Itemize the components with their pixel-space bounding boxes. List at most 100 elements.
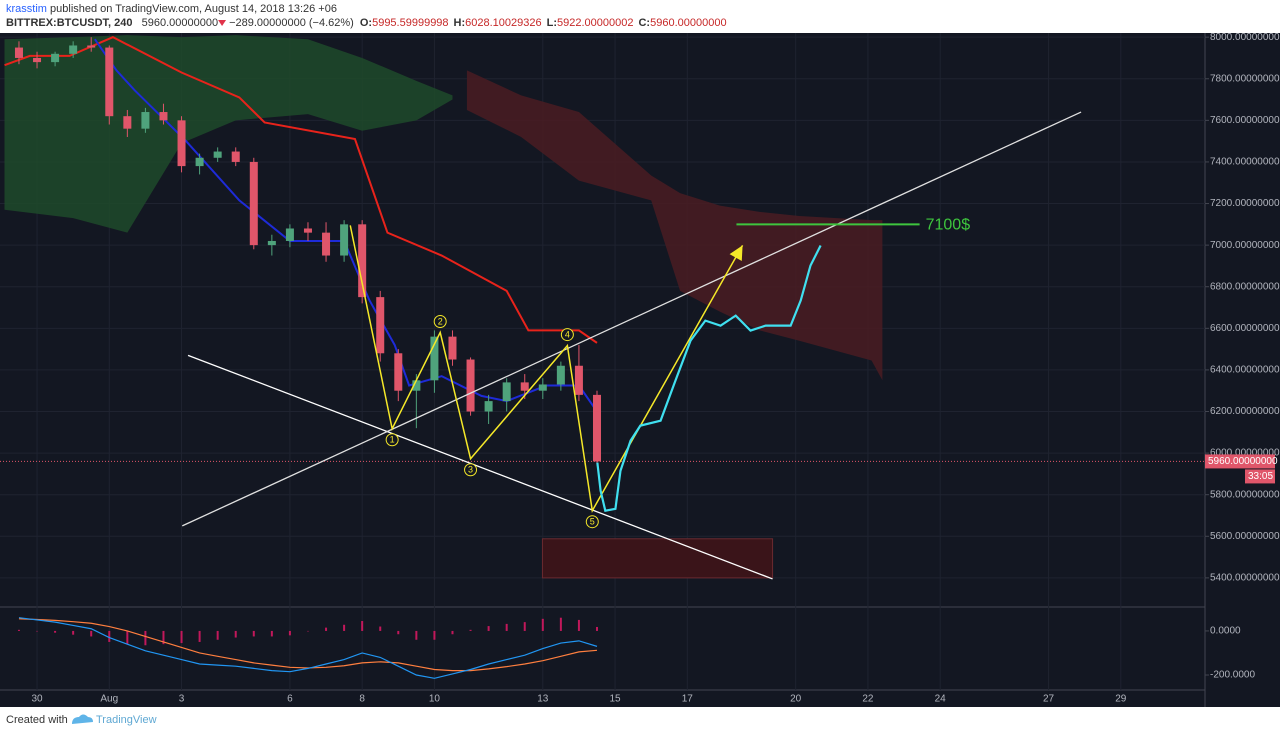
macd-histogram bbox=[379, 626, 382, 631]
macd-histogram bbox=[343, 624, 346, 631]
ohlc-value: 5922.00000002 bbox=[557, 17, 633, 29]
candle-body bbox=[177, 120, 186, 167]
macd-histogram bbox=[144, 630, 147, 646]
candle-body bbox=[69, 45, 78, 54]
candle-body bbox=[394, 353, 403, 391]
y-tick-label: 7600.00000000 bbox=[1210, 115, 1280, 126]
macd-histogram bbox=[523, 622, 526, 631]
wave-label: 5 bbox=[590, 517, 595, 527]
wave-marker bbox=[560, 328, 574, 342]
x-tick-label: 17 bbox=[682, 694, 694, 705]
footer-text: Created with bbox=[6, 714, 68, 726]
macd-histogram bbox=[54, 630, 57, 633]
candle-body bbox=[358, 224, 367, 298]
published: published on TradingView.com, August 14,… bbox=[50, 3, 337, 15]
macd-histogram bbox=[505, 623, 508, 631]
x-tick-label: 8 bbox=[359, 694, 365, 705]
wave-marker bbox=[464, 463, 478, 477]
y-tick-label: 6200.00000000 bbox=[1210, 406, 1280, 417]
header-line-2: BITTREX:BTCUSDT, 240 5960.00000000 bbox=[6, 17, 218, 29]
macd-histogram bbox=[72, 630, 75, 635]
footer-brand[interactable]: TradingView bbox=[96, 714, 157, 726]
x-tick-label: 29 bbox=[1115, 694, 1127, 705]
macd-histogram bbox=[487, 626, 490, 631]
ohlc: O:5995.59999998 H:6028.10029326 L:5922.000… bbox=[360, 17, 727, 29]
candle-body bbox=[448, 336, 457, 360]
wave-marker bbox=[433, 314, 447, 328]
wave-label: 4 bbox=[565, 329, 570, 339]
last: 5960.00000000 bbox=[142, 17, 218, 29]
candle-body bbox=[520, 382, 529, 391]
macd-histogram bbox=[451, 630, 454, 635]
macd-histogram bbox=[577, 619, 580, 631]
ohlc-value: 5995.59999998 bbox=[372, 17, 448, 29]
candle-body bbox=[87, 45, 96, 48]
trendline bbox=[181, 111, 1082, 527]
y-tick-label: 6000.00000000 bbox=[1210, 448, 1280, 459]
ohlc-label: L: bbox=[547, 17, 557, 29]
macd-tick-label: -200.0000 bbox=[1210, 670, 1255, 681]
macd-histogram bbox=[180, 630, 183, 644]
y-tick-label: 5400.00000000 bbox=[1210, 573, 1280, 584]
x-tick-label: 27 bbox=[1043, 694, 1055, 705]
y-tick-label: 6400.00000000 bbox=[1210, 365, 1280, 376]
y-tick-label: 8000.00000000 bbox=[1210, 32, 1280, 43]
macd-histogram bbox=[361, 621, 364, 631]
ohlc-value: 6028.10029326 bbox=[465, 17, 541, 29]
macd-histogram bbox=[559, 617, 562, 631]
x-tick-label: 30 bbox=[31, 694, 43, 705]
ohlc-value: 5960.00000000 bbox=[650, 17, 726, 29]
wave-label: 1 bbox=[390, 435, 395, 445]
wave-marker bbox=[385, 433, 399, 447]
x-tick-label: Aug bbox=[100, 694, 118, 705]
macd-histogram bbox=[234, 630, 237, 638]
candle-body bbox=[340, 224, 349, 256]
candle-body bbox=[123, 116, 132, 129]
change: −289.00000000 (−4.62%) bbox=[229, 17, 354, 29]
macd-histogram bbox=[108, 630, 111, 642]
macd-histogram bbox=[252, 630, 255, 637]
y-tick-label: 7800.00000000 bbox=[1210, 73, 1280, 84]
x-tick-label: 6 bbox=[287, 694, 293, 705]
macd-histogram bbox=[162, 630, 165, 645]
plot: 30 Aug 3 6 8 10 13 15 17 20 22 24 27 295400.000000005… bbox=[0, 32, 1280, 705]
author[interactable]: krasstim bbox=[6, 3, 47, 15]
macd-histogram bbox=[90, 630, 93, 637]
candle-body bbox=[213, 151, 222, 158]
candle-body bbox=[51, 53, 60, 63]
wave-label: 3 bbox=[468, 465, 473, 475]
x-tick-label: 22 bbox=[862, 694, 874, 705]
macd-line bbox=[18, 617, 598, 679]
ohlc-label: O: bbox=[360, 17, 372, 29]
candle-body bbox=[14, 47, 23, 58]
candle-body bbox=[303, 228, 312, 233]
arrow-head bbox=[729, 245, 743, 261]
cloud bbox=[4, 35, 453, 233]
candle-body bbox=[592, 394, 601, 462]
macd-histogram bbox=[216, 630, 219, 640]
y-tick-label: 7200.00000000 bbox=[1210, 198, 1280, 209]
y-tick-label: 6800.00000000 bbox=[1210, 281, 1280, 292]
x-tick-label: 24 bbox=[935, 694, 947, 705]
candle-body bbox=[556, 365, 565, 385]
candle-body bbox=[376, 297, 385, 354]
symbol: BITTREX:BTCUSDT, 240 bbox=[6, 17, 133, 29]
candle-body bbox=[502, 382, 511, 402]
trendline bbox=[187, 354, 773, 580]
macd-histogram bbox=[469, 629, 472, 631]
candle-body bbox=[285, 228, 294, 241]
candle-body bbox=[249, 161, 258, 246]
last-price-box bbox=[1205, 454, 1275, 469]
x-tick-label: 10 bbox=[429, 694, 441, 705]
y-tick-label: 5800.00000000 bbox=[1210, 489, 1280, 500]
zone bbox=[541, 538, 774, 579]
down-arrow-icon bbox=[218, 20, 227, 26]
x-tick-label: 13 bbox=[537, 694, 549, 705]
candle-body bbox=[105, 47, 114, 117]
candle-body bbox=[159, 112, 168, 121]
wave-marker bbox=[585, 515, 599, 529]
candle-body bbox=[538, 384, 547, 391]
macd-histogram bbox=[325, 627, 328, 631]
x-tick-label: 15 bbox=[609, 694, 621, 705]
